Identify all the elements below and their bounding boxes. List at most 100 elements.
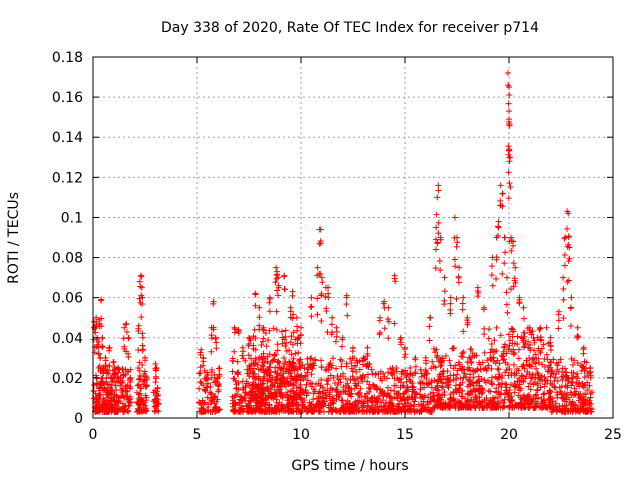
data-point: [393, 390, 400, 397]
data-point: [97, 405, 104, 412]
data-point: [299, 399, 306, 406]
data-point: [551, 377, 558, 384]
data-point: [314, 295, 321, 302]
data-point: [441, 274, 448, 281]
data-point: [474, 293, 481, 300]
data-point: [110, 405, 117, 412]
data-point: [117, 406, 124, 413]
data-point: [318, 357, 325, 364]
data-point: [273, 393, 280, 400]
data-point: [140, 373, 147, 380]
data-point: [402, 351, 409, 358]
data-point: [333, 328, 340, 335]
data-point: [338, 363, 345, 370]
data-point: [95, 350, 102, 357]
data-point: [232, 392, 239, 399]
data-point: [508, 237, 515, 244]
data-point: [495, 223, 502, 230]
data-point: [481, 325, 488, 332]
data-point: [260, 326, 267, 333]
data-point: [482, 399, 489, 406]
data-point: [396, 406, 403, 413]
data-point: [401, 354, 408, 361]
data-point: [446, 395, 453, 402]
data-point: [519, 335, 526, 342]
axis-ticks: [92, 56, 614, 419]
data-point: [289, 375, 296, 382]
data-point: [133, 389, 140, 396]
data-point: [577, 394, 584, 401]
y-tick-label: 0.06: [52, 291, 83, 307]
data-point: [568, 369, 575, 376]
data-point: [501, 343, 508, 350]
data-point: [569, 379, 576, 386]
data-point: [580, 364, 587, 371]
data-point: [343, 363, 350, 370]
data-point: [399, 396, 406, 403]
data-point: [141, 368, 148, 375]
data-point: [364, 360, 371, 367]
data-point: [567, 305, 574, 312]
data-point: [252, 391, 259, 398]
data-point: [97, 355, 104, 362]
data-point: [121, 324, 128, 331]
data-point: [505, 100, 512, 107]
data-point: [511, 389, 518, 396]
data-point: [122, 383, 129, 390]
data-point: [210, 326, 217, 333]
data-point: [564, 374, 571, 381]
data-point: [464, 401, 471, 408]
data-point: [524, 393, 531, 400]
data-point: [280, 375, 287, 382]
data-point: [296, 407, 303, 414]
data-point: [323, 366, 330, 373]
data-point: [229, 368, 236, 375]
data-point: [294, 335, 301, 342]
data-point: [119, 377, 126, 384]
data-point: [587, 374, 594, 381]
data-point: [464, 397, 471, 404]
data-point: [516, 375, 523, 382]
x-axis-label: GPS time / hours: [291, 458, 408, 474]
data-point: [485, 362, 492, 369]
data-point: [508, 325, 515, 332]
data-point: [436, 403, 443, 410]
data-point: [554, 394, 561, 401]
y-axis-label: ROTI / TECUs: [6, 192, 22, 284]
data-point: [266, 308, 273, 315]
data-point: [200, 382, 207, 389]
data-point: [505, 331, 512, 338]
data-point: [197, 370, 204, 377]
data-point: [522, 375, 529, 382]
data-point: [467, 371, 474, 378]
data-point: [138, 395, 145, 402]
data-point: [330, 406, 337, 413]
data-point: [437, 267, 444, 274]
data-point: [549, 405, 556, 412]
data-point: [426, 337, 433, 344]
data-point: [211, 379, 218, 386]
data-point: [151, 403, 158, 410]
data-point: [243, 408, 250, 415]
data-point: [252, 302, 259, 309]
data-point: [364, 350, 371, 357]
data-point: [267, 386, 274, 393]
data-point: [521, 315, 528, 322]
data-point: [100, 380, 107, 387]
data-point: [135, 381, 142, 388]
data-point: [391, 382, 398, 389]
data-point: [250, 370, 257, 377]
data-point: [333, 324, 340, 331]
data-point: [450, 365, 457, 372]
data-point: [322, 293, 329, 300]
data-point: [515, 404, 522, 411]
data-point: [432, 349, 439, 356]
data-point: [439, 379, 446, 386]
data-point: [340, 404, 347, 411]
data-point: [106, 362, 113, 369]
data-point: [499, 190, 506, 197]
data-point: [118, 393, 125, 400]
data-point: [313, 395, 320, 402]
data-point: [553, 360, 560, 367]
data-point: [496, 374, 503, 381]
